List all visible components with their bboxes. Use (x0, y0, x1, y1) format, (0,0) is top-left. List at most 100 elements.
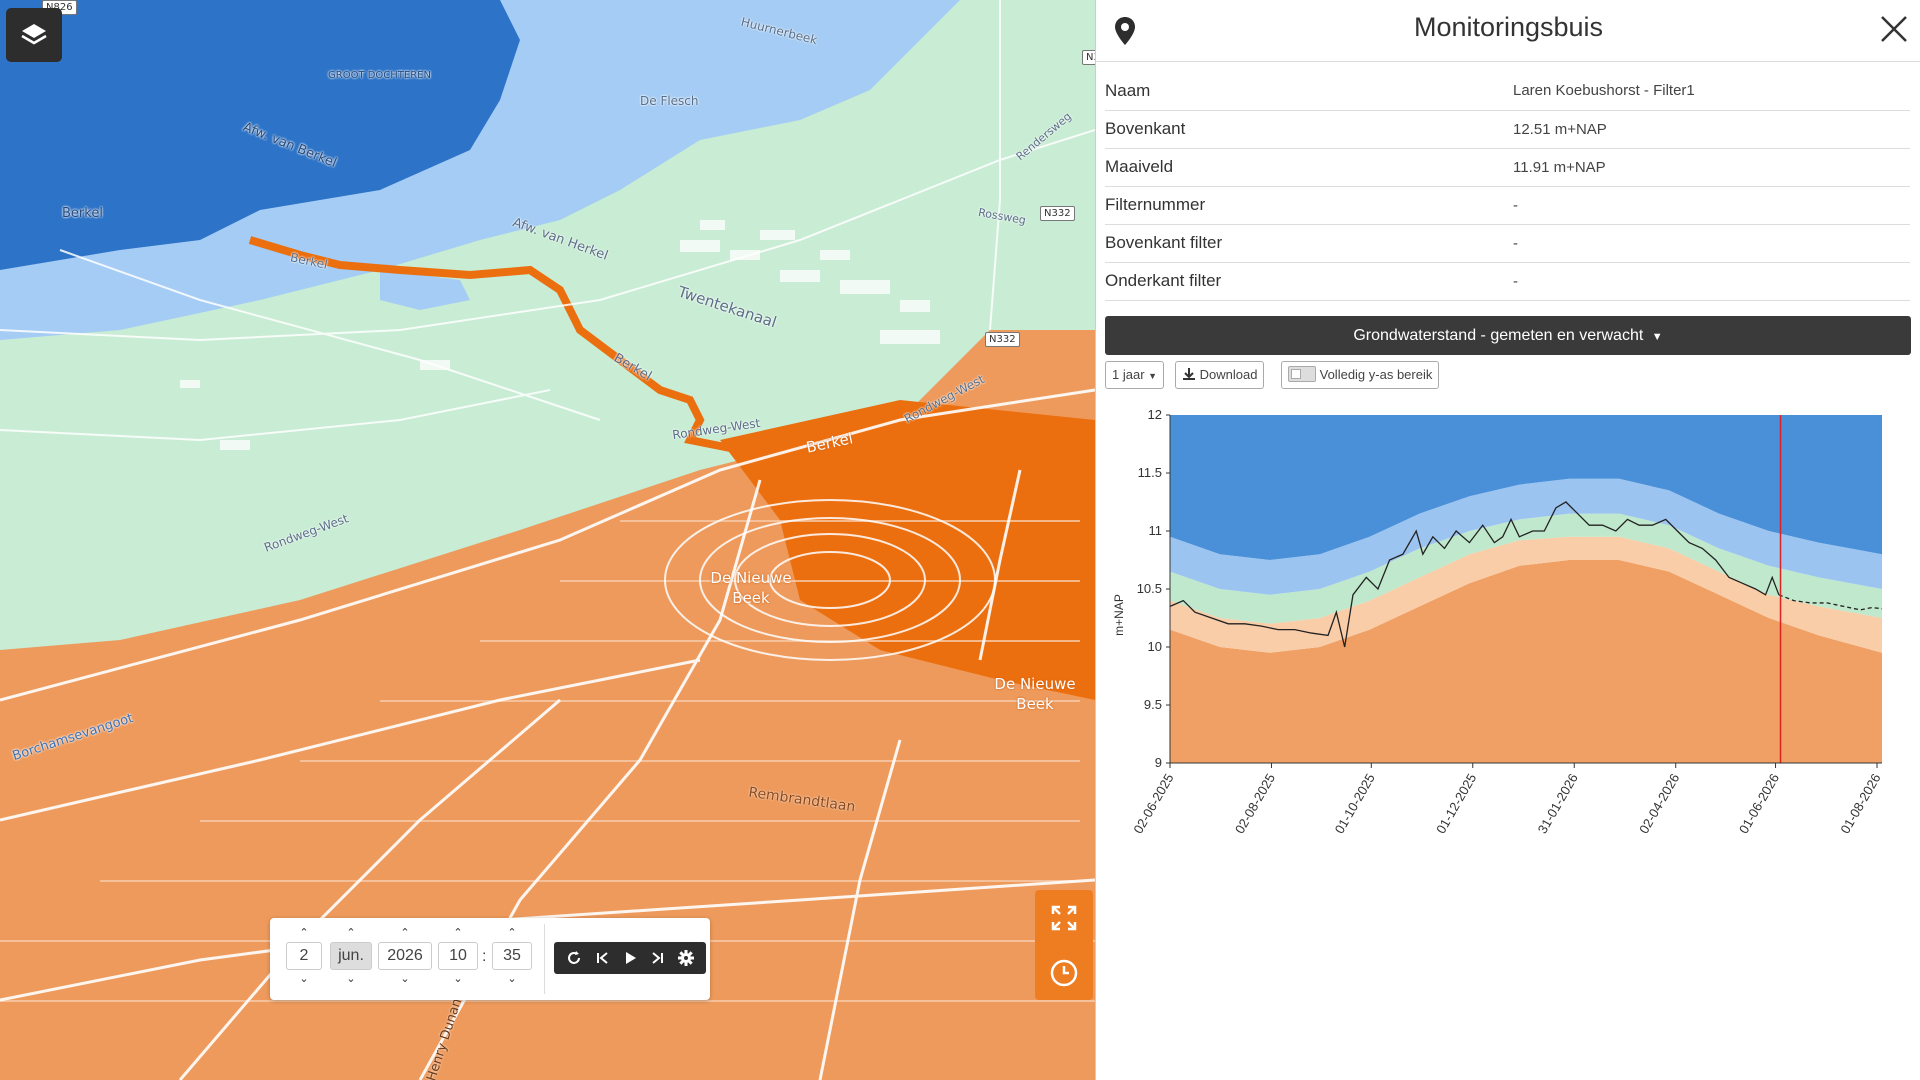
fullscreen-button[interactable] (1035, 890, 1093, 945)
chart-band-5 (1170, 415, 1882, 560)
y-tick-label: 11 (1149, 523, 1163, 538)
panel-title: Monitoringsbuis (1413, 12, 1604, 42)
time-control: ⌃ 2 ⌄ ⌃ jun. ⌄ ⌃ 2026 ⌄ ⌃ 10 ⌄ : ⌃ 35 ⌄ (270, 918, 710, 1000)
year-value[interactable]: 2026 (378, 942, 432, 970)
road-shield-n332-b: N332 (985, 332, 1020, 347)
property-value: - (1513, 224, 1910, 263)
time-button[interactable] (1035, 945, 1093, 1000)
caret-down-icon: ▼ (1651, 331, 1663, 343)
road-shield-n332: N332 (1040, 206, 1075, 221)
refresh-icon (568, 951, 580, 964)
chevron-down-icon[interactable]: ⌄ (299, 972, 309, 985)
panel-header: Monitoringsbuis (1096, 0, 1920, 62)
map-label-groot-dochteren: GROOT DOCHTEREN (328, 70, 431, 81)
download-icon (1183, 368, 1195, 380)
skip-forward-button[interactable] (647, 947, 669, 969)
toggle-switch-icon (1288, 366, 1316, 382)
x-tick-label: 01-12-2025 (1433, 771, 1479, 836)
y-tick-label: 11.5 (1138, 465, 1162, 480)
map-label-de-nieuwe-beek-1: De Nieuwe Beek (710, 569, 792, 607)
x-tick-label: 02-06-2025 (1130, 771, 1176, 836)
skip-back-button[interactable] (591, 947, 613, 969)
close-icon[interactable] (1879, 14, 1909, 44)
x-tick-label: 01-10-2025 (1332, 771, 1378, 836)
chevron-down-icon[interactable]: ⌄ (346, 972, 356, 985)
property-row: Filternummer - (1105, 186, 1910, 225)
play-button[interactable] (619, 947, 641, 969)
x-tick-label: 01-06-2026 (1736, 771, 1782, 836)
layers-button[interactable] (6, 8, 62, 62)
hour-value[interactable]: 10 (438, 942, 478, 970)
map-view[interactable]: GROOT DOCHTEREN Afw. van Berkel Berkel D… (0, 0, 1095, 1080)
x-tick-label: 01-08-2026 (1837, 771, 1883, 836)
chevron-down-icon[interactable]: ⌄ (400, 972, 410, 985)
download-label: Download (1199, 367, 1258, 382)
hour-spinner: ⌃ 10 ⌄ (438, 924, 478, 994)
y-tick-label: 9 (1155, 755, 1162, 770)
chart-band-4 (1170, 478, 1882, 595)
property-row: Naam Laren Koebushorst - Filter1 (1105, 72, 1910, 111)
full-y-range-label: Volledig y-as bereik (1319, 367, 1433, 382)
x-tick-label: 02-04-2026 (1636, 771, 1682, 836)
property-value: 12.51 m+NAP (1513, 110, 1910, 149)
property-row: Maaiveld 11.91 m+NAP (1105, 148, 1910, 187)
properties-table: Naam Laren Koebushorst - Filter1 Bovenkant… (1105, 72, 1910, 301)
gear-icon (678, 950, 694, 966)
property-key: Naam (1105, 72, 1513, 111)
graph-selector-label: Grondwaterstand - gemeten en verwacht (1353, 327, 1644, 344)
year-spinner: ⌃ 2026 ⌄ (378, 924, 432, 994)
property-key: Filternummer (1105, 186, 1513, 225)
map-label-de-flesch: De Flesch (640, 94, 699, 108)
property-value: 11.91 m+NAP (1513, 148, 1910, 187)
map-pin-icon (1115, 17, 1135, 45)
chart-band-3 (1170, 513, 1882, 624)
period-label: 1 jaar (1112, 367, 1145, 382)
chart-band-1 (1170, 560, 1882, 763)
month-spinner: ⌃ jun. ⌄ (330, 924, 372, 994)
property-row: Onderkant filter - (1105, 262, 1910, 301)
property-key: Maaiveld (1105, 148, 1513, 187)
day-value[interactable]: 2 (286, 942, 322, 970)
download-button[interactable]: Download (1175, 361, 1265, 389)
layers-icon (21, 24, 47, 45)
x-tick-label: 31-01-2026 (1535, 771, 1581, 836)
chevron-up-icon[interactable]: ⌃ (400, 926, 410, 939)
refresh-button[interactable] (563, 947, 585, 969)
property-value: - (1513, 262, 1910, 301)
y-tick-label: 12 (1148, 407, 1162, 422)
road-shield-n3: N3 (1082, 50, 1095, 65)
play-icon (626, 952, 636, 964)
minute-spinner: ⌃ 35 ⌄ (492, 924, 532, 994)
measured-series-line (1169, 501, 1780, 648)
graph-selector-dropdown[interactable]: Grondwaterstand - gemeten en verwacht ▼ (1105, 316, 1911, 355)
property-row: Bovenkant 12.51 m+NAP (1105, 110, 1910, 149)
chevron-up-icon[interactable]: ⌃ (507, 926, 517, 939)
map-label-de-nieuwe-beek-2: De Nieuwe Beek (994, 675, 1076, 713)
property-key: Bovenkant filter (1105, 224, 1513, 263)
clock-icon (1050, 959, 1078, 986)
property-key: Bovenkant (1105, 110, 1513, 149)
settings-button[interactable] (675, 947, 697, 969)
full-y-range-toggle[interactable]: Volledig y-as bereik (1281, 361, 1440, 389)
chevron-up-icon[interactable]: ⌃ (299, 926, 309, 939)
chevron-down-icon[interactable]: ⌄ (507, 972, 517, 985)
month-value[interactable]: jun. (330, 942, 372, 970)
map-side-toolbar (1035, 890, 1093, 1000)
y-tick-label: 9.5 (1144, 697, 1162, 712)
map-label-berkel: Berkel (62, 206, 103, 221)
forecast-series-line (1778, 594, 1883, 611)
caret-down-icon: ▼ (1148, 371, 1158, 381)
chevron-up-icon[interactable]: ⌃ (453, 926, 463, 939)
minute-value[interactable]: 35 (492, 942, 532, 970)
fullscreen-icon (1051, 905, 1077, 930)
x-tick-label: 02-08-2025 (1232, 771, 1278, 836)
chevron-down-icon[interactable]: ⌄ (453, 972, 463, 985)
day-spinner: ⌃ 2 ⌄ (286, 924, 322, 994)
playback-toolbar (554, 942, 706, 974)
property-value: - (1513, 186, 1910, 225)
property-key: Onderkant filter (1105, 262, 1513, 301)
chevron-up-icon[interactable]: ⌃ (346, 926, 356, 939)
y-tick-label: 10.5 (1137, 581, 1162, 596)
period-dropdown[interactable]: 1 jaar ▼ (1105, 361, 1165, 389)
groundwater-chart[interactable]: 12 11.5 11 10.5 10 9.5 902-06-2025 02-08-2025 01… (1105, 400, 1905, 870)
